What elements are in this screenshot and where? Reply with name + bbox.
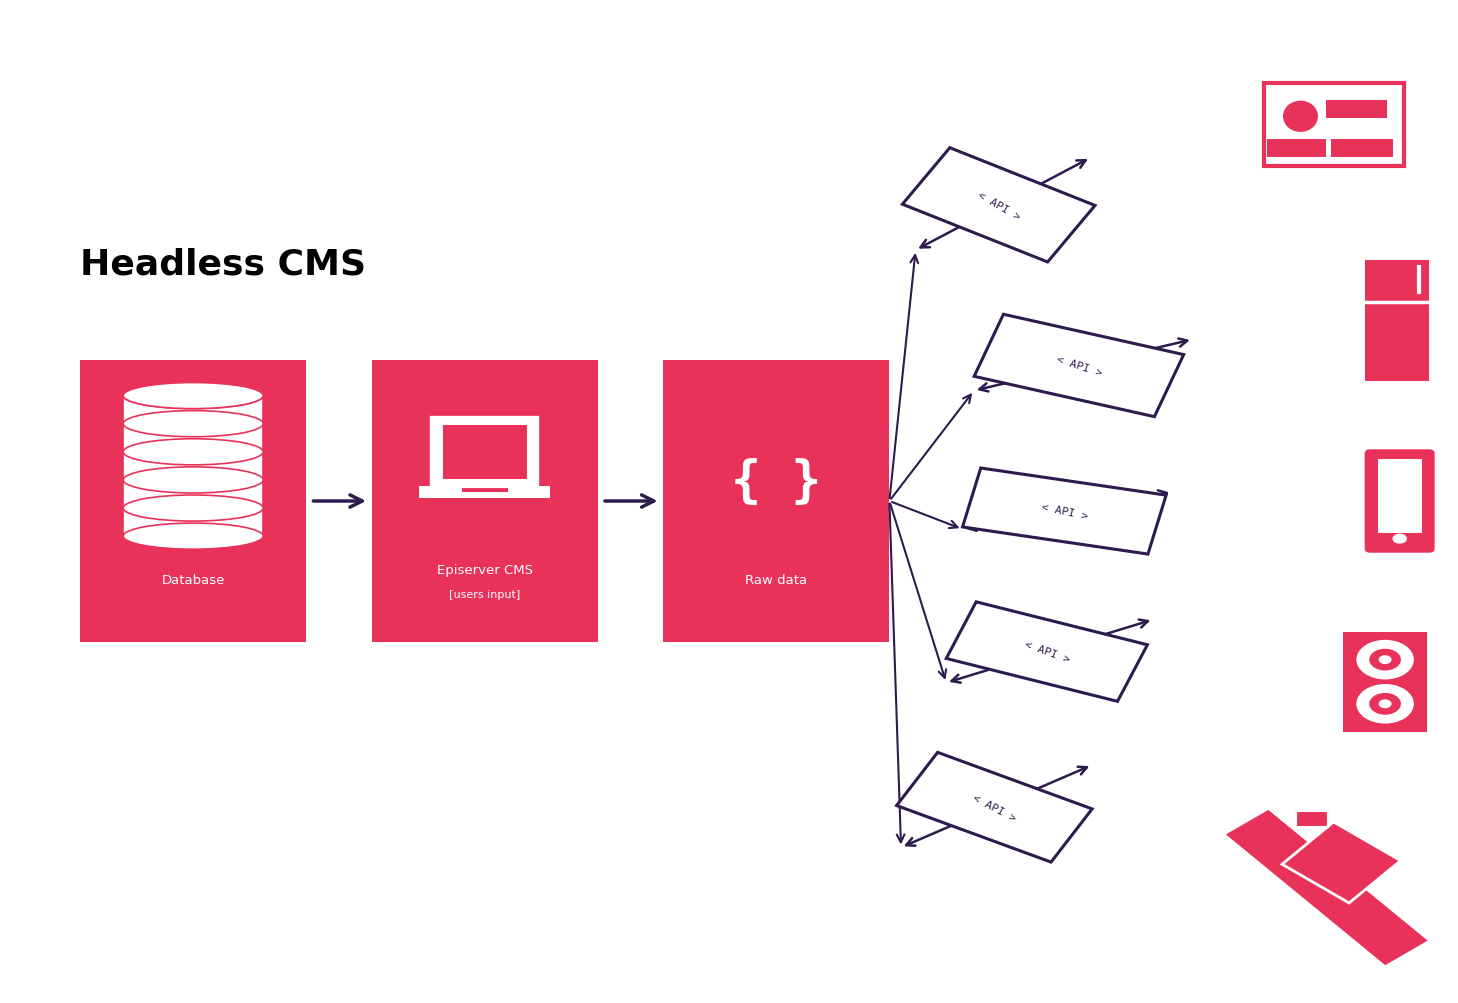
Text: Episerver CMS: Episerver CMS — [437, 564, 532, 577]
Ellipse shape — [122, 439, 264, 465]
Ellipse shape — [122, 467, 264, 493]
Ellipse shape — [122, 383, 264, 409]
Ellipse shape — [122, 383, 264, 409]
FancyBboxPatch shape — [372, 361, 598, 642]
Ellipse shape — [1392, 534, 1407, 544]
FancyBboxPatch shape — [1325, 100, 1387, 118]
Polygon shape — [122, 509, 262, 537]
Text: Raw data: Raw data — [745, 574, 808, 587]
FancyBboxPatch shape — [433, 418, 537, 486]
Text: { }: { } — [732, 457, 821, 506]
Polygon shape — [897, 752, 1092, 863]
Ellipse shape — [1356, 640, 1414, 680]
Ellipse shape — [122, 411, 264, 437]
FancyBboxPatch shape — [1343, 632, 1427, 732]
Ellipse shape — [1283, 101, 1318, 132]
FancyBboxPatch shape — [1365, 449, 1435, 553]
FancyBboxPatch shape — [420, 486, 551, 498]
FancyBboxPatch shape — [663, 361, 889, 642]
Text: Database: Database — [162, 574, 225, 587]
Polygon shape — [122, 480, 262, 509]
FancyBboxPatch shape — [1264, 84, 1404, 166]
Ellipse shape — [1369, 693, 1401, 715]
Ellipse shape — [1369, 649, 1401, 671]
Ellipse shape — [122, 524, 264, 550]
FancyBboxPatch shape — [1365, 261, 1429, 381]
Polygon shape — [962, 468, 1166, 555]
Polygon shape — [974, 315, 1184, 417]
Polygon shape — [1282, 822, 1401, 903]
FancyBboxPatch shape — [462, 485, 507, 492]
FancyBboxPatch shape — [1331, 140, 1392, 158]
FancyBboxPatch shape — [1267, 140, 1325, 158]
Polygon shape — [122, 396, 262, 424]
Ellipse shape — [122, 495, 264, 522]
Text: Headless CMS: Headless CMS — [80, 247, 366, 281]
Ellipse shape — [1356, 684, 1414, 724]
Text: [users input]: [users input] — [449, 590, 521, 600]
Text: < API >: < API > — [1040, 502, 1089, 522]
Ellipse shape — [1379, 700, 1391, 708]
Polygon shape — [122, 452, 262, 480]
Ellipse shape — [1379, 656, 1391, 664]
FancyBboxPatch shape — [1378, 459, 1422, 533]
Polygon shape — [946, 602, 1147, 702]
Polygon shape — [122, 424, 262, 452]
Text: < API >: < API > — [975, 190, 1022, 222]
Text: < API >: < API > — [971, 792, 1018, 822]
FancyBboxPatch shape — [443, 425, 528, 479]
FancyBboxPatch shape — [1296, 811, 1328, 827]
Polygon shape — [903, 148, 1095, 263]
Text: < API >: < API > — [1024, 639, 1070, 665]
Text: < API >: < API > — [1056, 354, 1102, 378]
Polygon shape — [1226, 810, 1427, 965]
FancyBboxPatch shape — [80, 361, 306, 642]
